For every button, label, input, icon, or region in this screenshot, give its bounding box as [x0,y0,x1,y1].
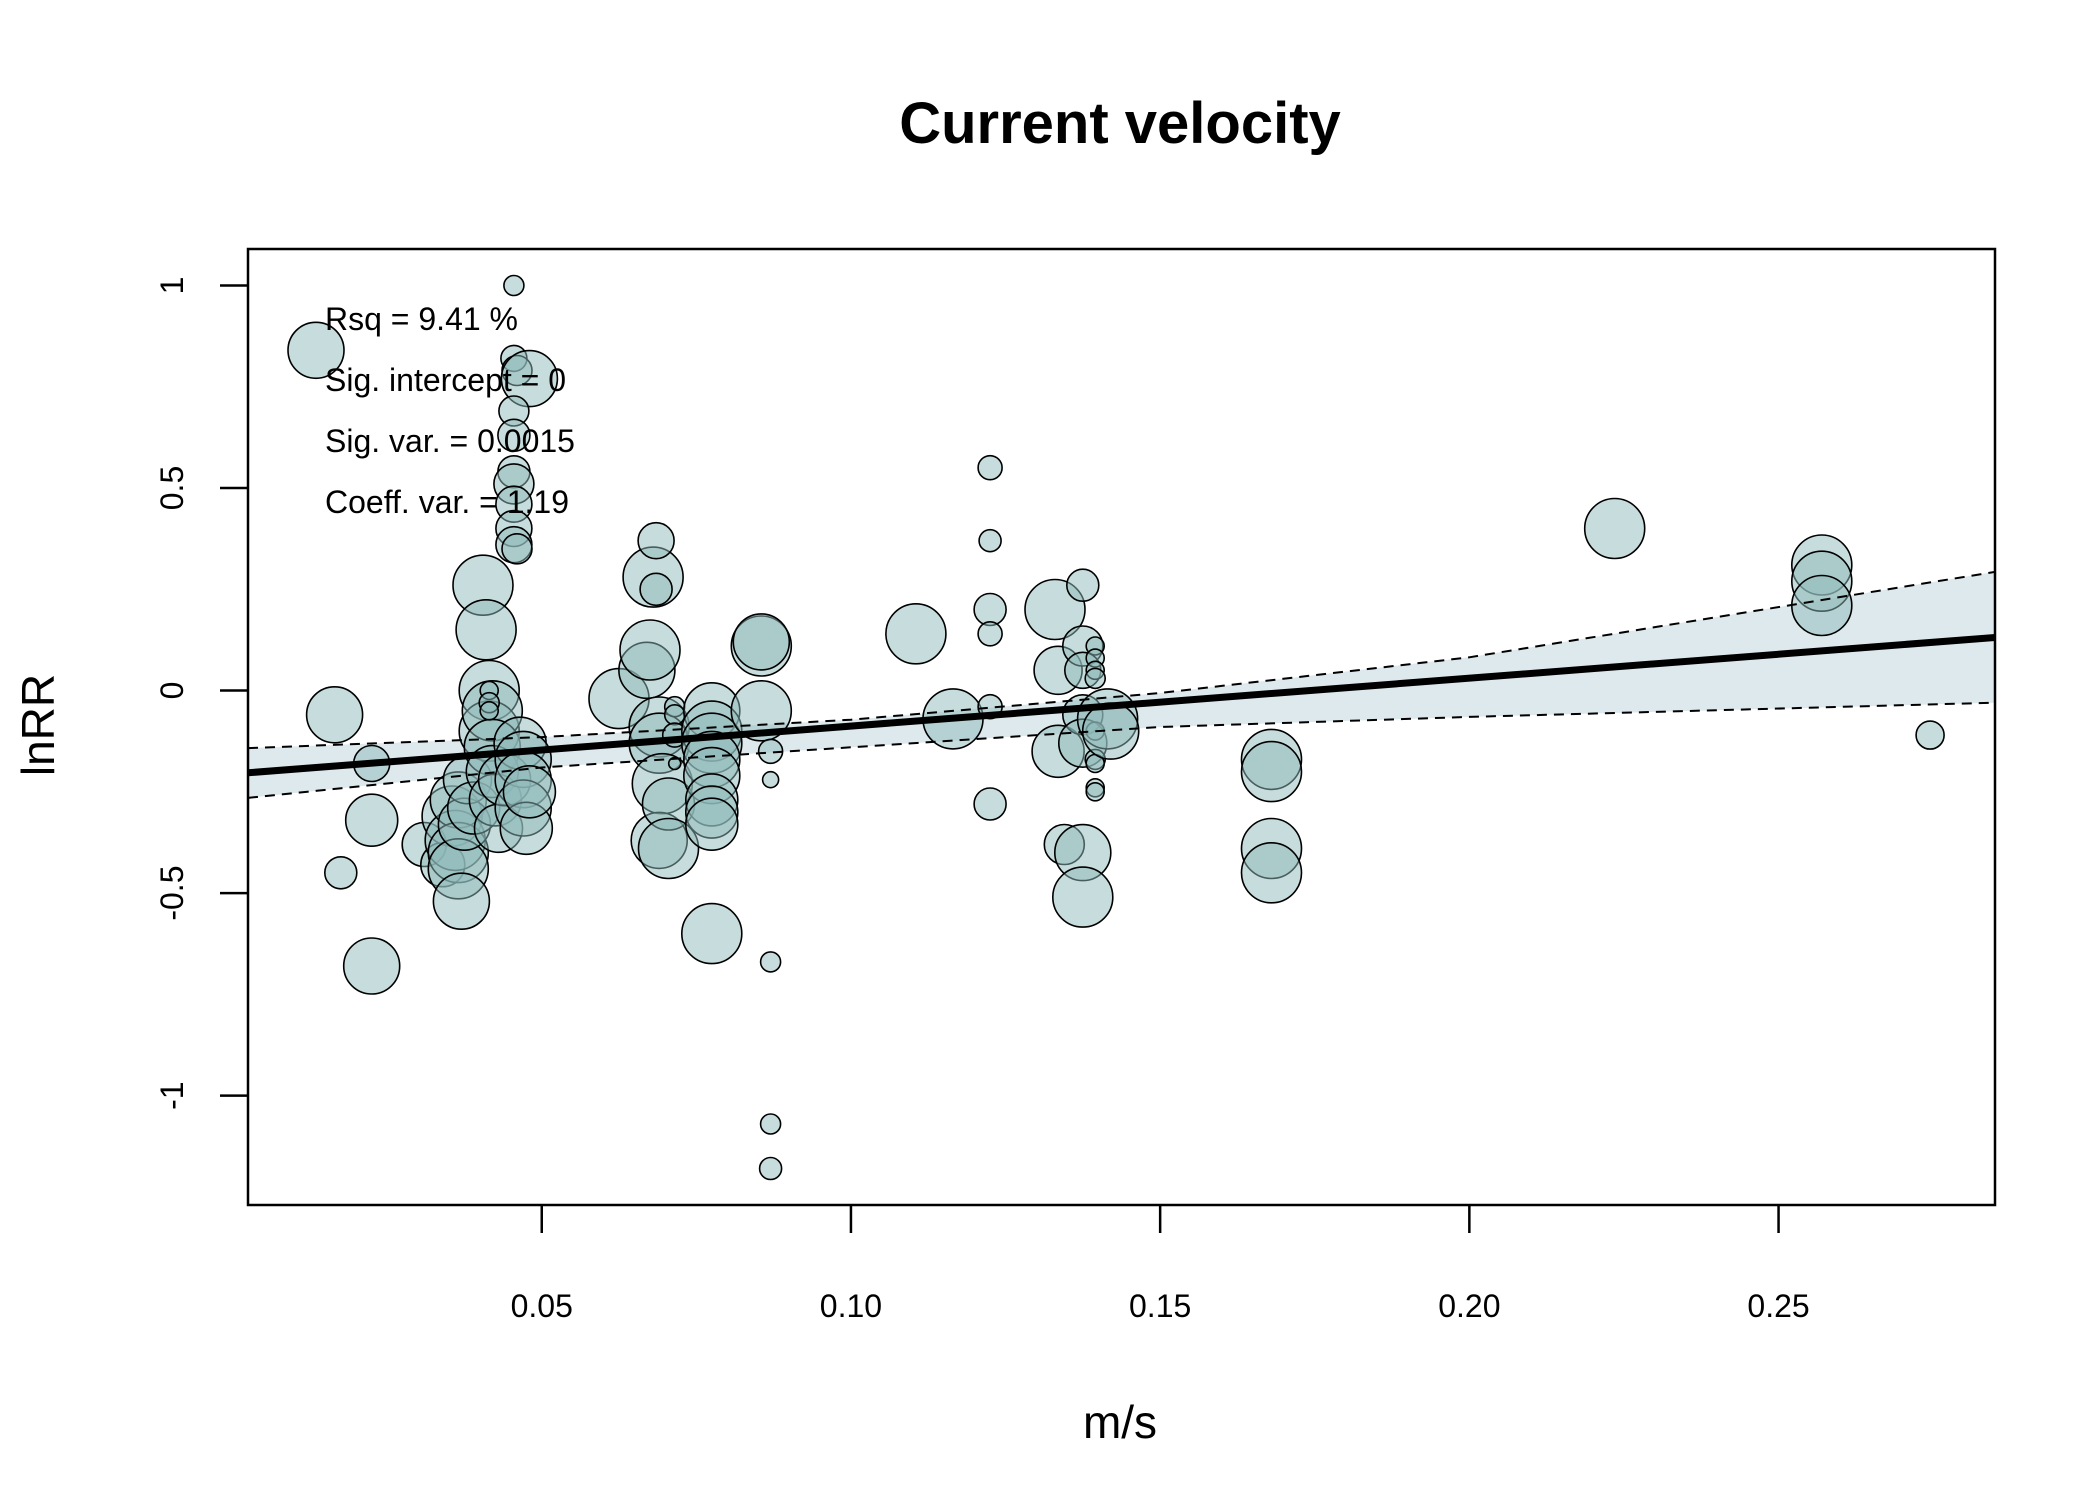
stat-line: Sig. var. = 0.0015 [325,423,575,459]
y-axis-label: lnRR [12,674,64,776]
data-point [973,592,1007,627]
data-point [619,619,681,681]
ci-upper-line [248,570,1995,750]
data-point [761,770,780,789]
data-point [758,1156,783,1181]
data-point [1915,720,1945,750]
data-point [637,817,700,880]
data-point [287,321,345,380]
data-point [342,937,401,995]
data-point [501,532,533,565]
data-point [497,418,531,453]
data-point [1240,841,1303,904]
y-tick-label: -1 [154,1081,190,1109]
stat-line: Coeff. var. = 1.19 [325,484,569,520]
y-tick-label: 1 [154,277,190,295]
data-point [1240,740,1303,803]
data-point [1791,574,1853,637]
plot-inner [248,274,1995,1181]
y-tick-label: 0 [154,682,190,700]
chart-title: Current velocity [899,91,1341,156]
x-axis-label: m/s [1083,1396,1157,1448]
x-tick-label: 0.05 [511,1288,573,1324]
data-point [1052,866,1114,928]
x-tick-label: 0.25 [1747,1288,1809,1324]
data-point [977,620,1003,647]
data-point [977,454,1003,481]
data-point [1081,702,1140,760]
data-point [455,598,517,661]
x-tick-label: 0.15 [1129,1288,1191,1324]
y-tick-label: -0.5 [154,866,190,921]
data-point [1084,667,1106,690]
data-point [432,872,491,931]
data-point [759,1113,782,1135]
data-point [732,613,791,671]
data-point [500,349,559,408]
data-point [1085,781,1105,802]
data-point [885,602,947,665]
data-point [680,902,743,965]
y-tick-label: 0.5 [154,466,190,510]
data-point [344,793,399,848]
data-point [667,756,682,771]
data-point [684,797,739,852]
data-point [978,528,1002,553]
data-point [479,700,500,721]
data-point [973,787,1007,821]
data-point [323,855,358,890]
x-tick-label: 0.20 [1438,1288,1500,1324]
data-point [305,685,364,744]
data-point [639,572,673,607]
plot-area: 0.05 0.10 0.15 0.20 0.25 -1 -0.5 0 0.5 1 [154,247,1997,1324]
data-point [637,521,675,560]
regression-stats: Rsq = 9.41 % Sig. intercept = 0 Sig. var. … [325,301,575,520]
ci-lower-line [248,701,1995,799]
stat-line: Rsq = 9.41 % [325,301,518,337]
data-point [1583,497,1646,560]
data-point [759,951,782,973]
plot-frame [246,247,1997,1207]
x-tick-label: 0.10 [820,1288,882,1324]
fit-line [248,633,1995,777]
stat-line: Sig. intercept = 0 [325,362,566,398]
data-point [502,764,557,819]
data-point [503,274,525,297]
data-point [1066,568,1100,603]
data-point [663,703,686,726]
